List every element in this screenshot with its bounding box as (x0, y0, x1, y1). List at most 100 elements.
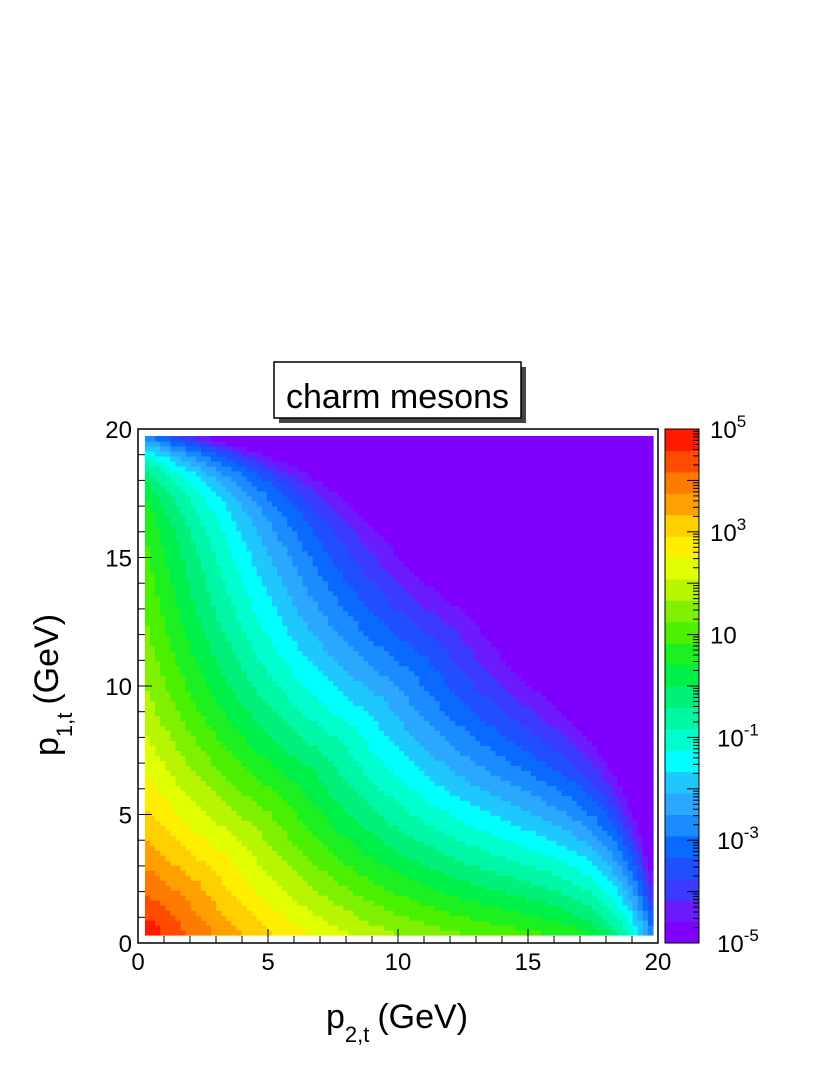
heatmap-cell (165, 490, 171, 497)
heatmap-cell (317, 535, 324, 542)
heatmap-cell (175, 750, 182, 756)
heatmap-cell (292, 895, 298, 901)
heatmap-cell (236, 930, 243, 936)
heatmap-cell (277, 785, 283, 791)
heatmap-cell (302, 905, 309, 911)
heatmap-cell (155, 820, 161, 826)
heatmap-cell (343, 770, 349, 776)
heatmap-cell (378, 700, 385, 707)
heatmap-cell (292, 845, 298, 851)
heatmap-cell (200, 685, 207, 692)
heatmap-cell (383, 535, 390, 542)
heatmap-cell (277, 885, 283, 891)
heatmap-cell (190, 560, 197, 567)
heatmap-cell (190, 800, 197, 806)
heatmap-cell (343, 840, 349, 846)
heatmap-cell (190, 740, 197, 746)
heatmap-cell (383, 515, 390, 522)
heatmap-cell (150, 900, 156, 906)
heatmap-cell (343, 730, 349, 736)
heatmap-cell (302, 630, 309, 637)
heatmap-cell (190, 445, 197, 452)
heatmap-cell (246, 925, 253, 931)
heatmap-cell (241, 670, 248, 677)
heatmap-cell (251, 580, 258, 587)
heatmap-cell (287, 900, 293, 906)
heatmap-cell (312, 555, 319, 562)
heatmap-cell (165, 465, 171, 472)
heatmap-cell (231, 525, 238, 532)
heatmap-cell (338, 590, 344, 597)
heatmap-cell (266, 510, 273, 517)
heatmap-cell (358, 450, 365, 457)
heatmap-cell (287, 735, 293, 741)
heatmap-cell (150, 635, 156, 642)
heatmap-cell (332, 770, 339, 776)
heatmap-cell (226, 570, 232, 577)
heatmap-cell (378, 595, 385, 602)
heatmap-cell (205, 705, 212, 712)
heatmap-cell (297, 710, 304, 717)
heatmap-cell (170, 825, 177, 831)
heatmap-cell (145, 785, 151, 791)
heatmap-cell (211, 495, 217, 502)
heatmap-cell (327, 475, 334, 482)
heatmap-cell (393, 580, 400, 587)
heatmap-cell (221, 925, 227, 931)
heatmap-cell (343, 775, 349, 781)
heatmap-cell (277, 460, 283, 467)
heatmap-cell (175, 665, 182, 672)
heatmap-cell (155, 660, 161, 667)
heatmap-cell (185, 555, 192, 562)
heatmap-cell (312, 495, 319, 502)
heatmap-cell (282, 470, 288, 477)
heatmap-cell (343, 810, 349, 816)
heatmap-cell (221, 700, 227, 707)
heatmap-cell (272, 905, 278, 911)
heatmap-cell (195, 800, 202, 806)
heatmap-cell (287, 905, 293, 911)
heatmap-cell (282, 565, 288, 572)
heatmap-cell (160, 600, 166, 607)
heatmap-cell (373, 745, 380, 751)
heatmap-cell (200, 920, 207, 926)
heatmap-cell (221, 760, 227, 766)
heatmap-cell (393, 480, 400, 487)
heatmap-cell (190, 525, 197, 532)
heatmap-cell (160, 565, 166, 572)
heatmap-cell (292, 915, 298, 921)
heatmap-cell (190, 810, 197, 816)
heatmap-cell (302, 590, 309, 597)
heatmap-cell (256, 595, 263, 602)
heatmap-cell (388, 625, 395, 632)
heatmap-cell (221, 715, 227, 722)
heatmap-cell (307, 700, 314, 707)
heatmap-cell (307, 460, 314, 467)
heatmap-cell (205, 585, 212, 592)
heatmap-cell (190, 820, 197, 826)
heatmap-cell (378, 570, 385, 577)
heatmap-cell (190, 605, 197, 612)
heatmap-cell (211, 770, 217, 776)
heatmap-cell (302, 915, 309, 921)
heatmap-cell (226, 535, 232, 542)
heatmap-cell (155, 720, 161, 727)
heatmap-cell (241, 745, 248, 751)
heatmap-cell (231, 595, 238, 602)
heatmap-cell (205, 515, 212, 522)
heatmap-cell (190, 905, 197, 911)
heatmap-cell (317, 755, 324, 761)
heatmap-cell (393, 625, 400, 632)
heatmap-cell (266, 690, 273, 697)
heatmap-cell (338, 835, 344, 841)
heatmap-cell (251, 645, 258, 652)
heatmap-cell (145, 890, 151, 896)
heatmap-cell (287, 740, 293, 746)
heatmap-cell (287, 755, 293, 761)
heatmap-cell (160, 910, 166, 916)
heatmap-cell (165, 535, 171, 542)
heatmap-cell (358, 490, 365, 497)
heatmap-cell (388, 730, 395, 736)
heatmap-cell (205, 865, 212, 871)
heatmap-cell (358, 605, 365, 612)
